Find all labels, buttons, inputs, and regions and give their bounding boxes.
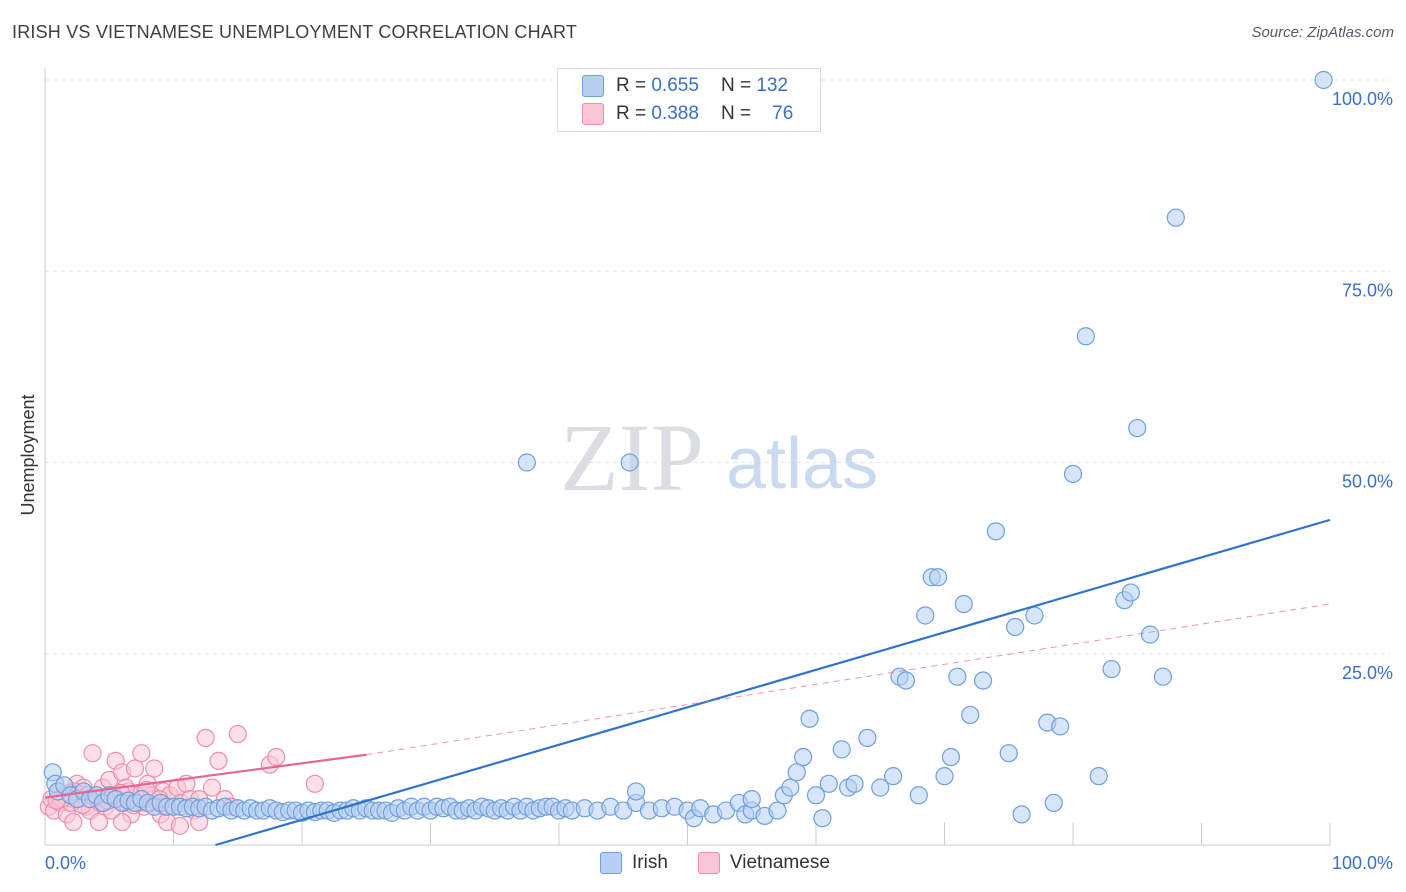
irish-point <box>1006 617 1025 637</box>
x-tick-label: 0.0% <box>45 853 86 873</box>
irish-point <box>1121 583 1140 602</box>
irish-point <box>858 728 877 748</box>
irish-point <box>999 744 1018 763</box>
irish-legend-label: Irish <box>632 852 668 873</box>
legend-row-irish: R = 0.655 N = 132 <box>582 73 788 99</box>
vietnamese-point <box>228 724 247 744</box>
source-label: Source: ZipAtlas.com <box>1251 24 1394 41</box>
irish-point <box>1102 659 1121 679</box>
irish-point <box>935 767 954 786</box>
irish-point <box>941 747 961 767</box>
legend-row-vietnamese: R = 0.388 N = 76 <box>582 101 793 127</box>
vietnamese-point <box>132 744 151 763</box>
irish-point <box>620 453 639 472</box>
irish-point <box>806 786 826 805</box>
vietnamese-point <box>267 747 286 767</box>
irish-point <box>928 568 948 587</box>
legend-r-value: 0.388 <box>651 103 699 124</box>
vietnamese-point <box>305 774 324 793</box>
legend-n-value: 132 <box>756 75 789 96</box>
irish-point <box>896 671 916 690</box>
vietnamese-legend-label: Vietnamese <box>729 852 830 873</box>
vietnamese-legend-swatch <box>697 852 720 874</box>
irish-point <box>1051 717 1070 736</box>
trend-lines <box>44 518 1331 847</box>
irish-point <box>832 740 851 759</box>
irish-point <box>845 774 864 793</box>
irish-point <box>961 705 980 725</box>
legend-r-value: 0.655 <box>651 75 699 96</box>
axes <box>44 68 1331 846</box>
correlation-legend: R = 0.655 N = 132 R = 0.388 N = 76 <box>557 68 821 132</box>
y-tick-label: 100.0% <box>1332 89 1393 109</box>
axis-labels: 25.0% 50.0% 75.0% 100.0% 0.0% 100.0% <box>45 89 1393 873</box>
vietnamese-swatch <box>582 103 604 125</box>
irish-point <box>973 671 993 690</box>
irish-point <box>768 801 787 820</box>
series-legend: Irish Vietnamese <box>600 852 830 874</box>
vietnamese-point <box>83 744 102 763</box>
watermark-atlas: atlas <box>726 424 878 504</box>
watermark: ZIP atlas <box>560 404 878 511</box>
irish-point <box>1044 793 1063 813</box>
y-axis-title: Unemployment <box>18 394 38 515</box>
vietnamese-point <box>202 778 222 797</box>
irish-point <box>517 453 536 472</box>
irish-point <box>1025 606 1044 625</box>
irish-point <box>781 778 800 797</box>
vietnamese-point <box>112 812 132 832</box>
irish-point <box>1166 208 1185 227</box>
legend-n-label: N = <box>720 103 752 124</box>
y-tick-label: 75.0% <box>1342 280 1393 300</box>
legend-r-label: R = <box>616 75 647 96</box>
x-tick-label: 100.0% <box>1332 853 1393 873</box>
legend-n-value: 76 <box>772 103 794 124</box>
irish-point <box>871 778 890 797</box>
irish-point <box>1140 625 1160 644</box>
legend-n-label: N = <box>720 75 752 96</box>
irish-point <box>954 594 973 614</box>
vietnamese-point <box>125 759 145 778</box>
irish-point <box>1153 667 1173 686</box>
chart-title: IRISH VS VIETNAMESE UNEMPLOYMENT CORRELA… <box>12 22 578 42</box>
irish-point <box>909 786 928 805</box>
legend-r-label: R = <box>616 103 647 124</box>
irish-point <box>742 789 761 809</box>
irish-point <box>1012 805 1031 824</box>
irish-point <box>986 522 1006 541</box>
vietnamese-point <box>209 751 228 770</box>
irish-legend-swatch <box>600 852 622 874</box>
vietnamese-point <box>64 812 83 832</box>
vietnamese-trend-extension <box>366 603 1331 756</box>
irish-point <box>1128 418 1147 438</box>
vietnamese-trend-line <box>44 753 367 799</box>
irish-point <box>1063 464 1083 484</box>
vietnamese-point <box>145 759 164 778</box>
irish-point <box>948 667 967 686</box>
grid-lines <box>45 79 1390 655</box>
irish-point <box>800 709 819 728</box>
irish-point <box>1076 327 1095 346</box>
irish-point <box>626 782 646 801</box>
irish-point <box>794 747 813 767</box>
vietnamese-point <box>170 816 190 835</box>
irish-point <box>787 763 806 782</box>
irish-point <box>916 606 935 625</box>
irish-point <box>813 809 832 828</box>
y-tick-label: 50.0% <box>1342 472 1393 492</box>
irish-points <box>43 70 1333 828</box>
y-tick-label: 25.0% <box>1342 663 1393 683</box>
irish-trend-line <box>215 518 1331 847</box>
irish-point <box>1314 70 1333 90</box>
irish-point <box>819 774 838 793</box>
vietnamese-point <box>89 812 109 832</box>
irish-point <box>1089 767 1108 786</box>
irish-point <box>883 767 903 786</box>
irish-swatch <box>582 75 604 97</box>
vietnamese-point <box>196 728 215 748</box>
